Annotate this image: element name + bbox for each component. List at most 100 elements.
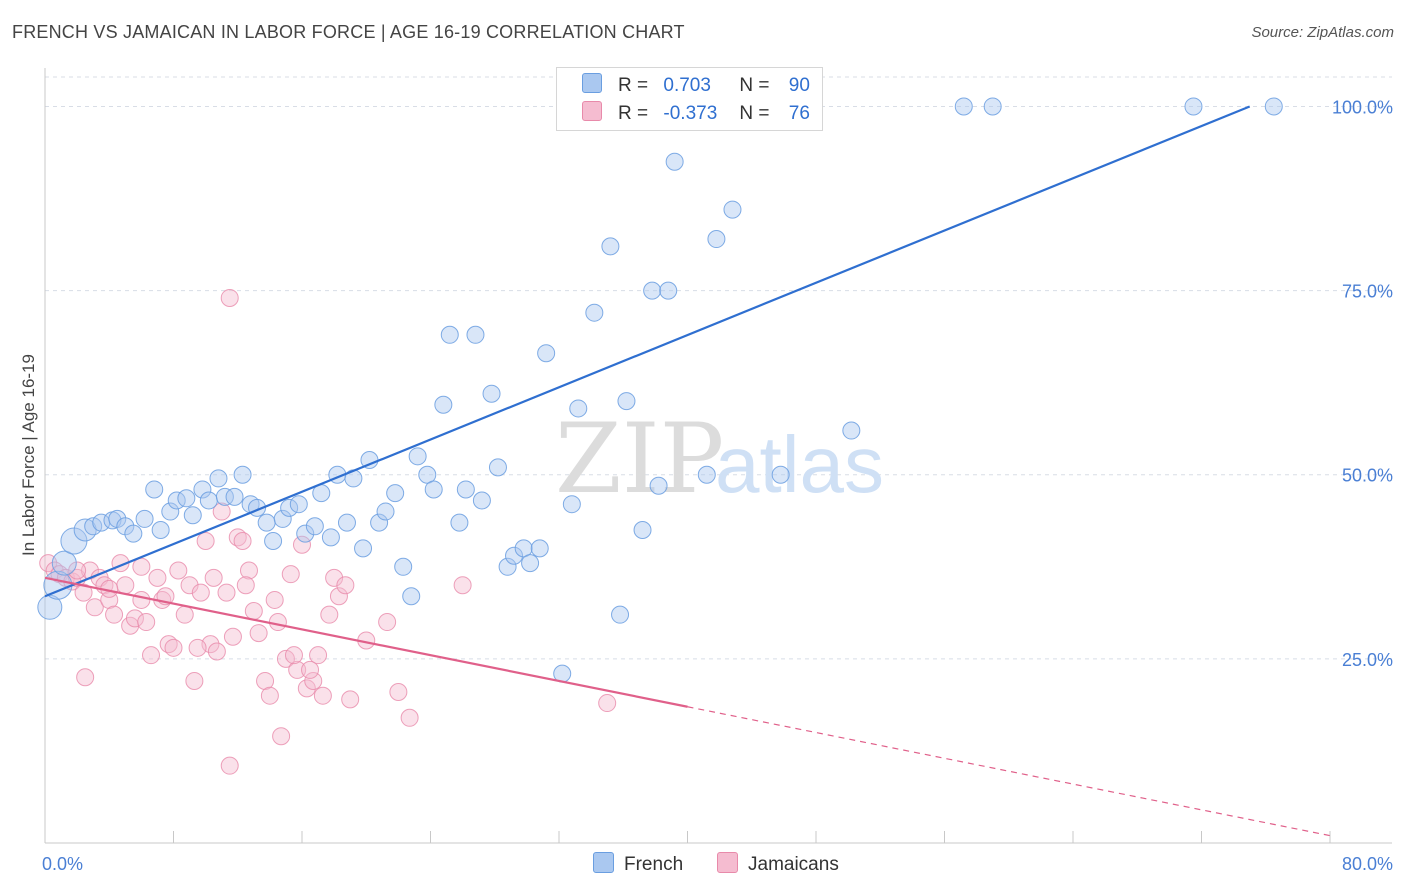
french-point [289, 495, 308, 514]
french-point [488, 458, 507, 477]
jamaican-point [249, 624, 268, 643]
french-point [472, 491, 491, 510]
french-point [530, 539, 549, 558]
jamaican-point [132, 590, 151, 609]
x-tick-label: 80.0% [1342, 854, 1393, 874]
jamaican-point [116, 576, 135, 595]
axes [44, 68, 1392, 844]
french-point [434, 395, 453, 414]
jamaican-point [260, 686, 279, 705]
french-point [215, 487, 234, 506]
jamaican-point [389, 683, 408, 702]
jamaican-point [39, 554, 58, 573]
jamaican-point [228, 528, 247, 547]
jamaican-point [204, 568, 223, 587]
jamaican-point [453, 576, 472, 595]
jamaican-point [76, 668, 95, 687]
jamaican-point [169, 561, 188, 580]
x-tick-labels: 0.0% 80.0% [42, 854, 1393, 874]
bottom-legend-french[interactable]: French [593, 852, 683, 876]
jamaican-point [313, 686, 332, 705]
french-point [124, 524, 143, 543]
french-point [1184, 97, 1203, 116]
french-point [659, 281, 678, 300]
french-point [440, 325, 459, 344]
jamaican-point [244, 601, 263, 620]
french-legend-swatch [593, 852, 614, 873]
jamaican-point [301, 660, 320, 679]
jamaican-point [164, 638, 183, 657]
jamaican-point [74, 583, 93, 602]
french-point [1264, 97, 1283, 116]
french-point [183, 506, 202, 525]
jamaican-point [137, 613, 156, 632]
french-swatch [582, 73, 602, 93]
legend-r-label: R = [618, 103, 649, 124]
jamaican-points [39, 288, 617, 775]
french-point [376, 502, 395, 521]
french-trendline [44, 105, 1251, 598]
jamaican-point [105, 605, 124, 624]
french-point [521, 554, 540, 573]
watermark-zip: ZIP [555, 403, 724, 515]
watermark-atlas: atlas [715, 420, 884, 509]
jamaican-point [304, 671, 323, 690]
jamaican-swatch [582, 101, 602, 121]
french-point [273, 509, 292, 528]
jamaican-point [180, 576, 199, 595]
jamaican-point [281, 565, 300, 584]
french-point [617, 392, 636, 411]
french-point [505, 546, 524, 565]
jamaican-legend-swatch [717, 852, 738, 873]
french-point [51, 550, 77, 576]
french-point [723, 200, 742, 219]
legend-row-jamaican: R = -0.373 N = 76 [582, 101, 810, 129]
y-axis-label: In Labor Force | Age 16-19 [19, 354, 38, 556]
french-point [296, 524, 315, 543]
jamaican-point [207, 642, 226, 661]
french-point [601, 237, 620, 256]
jamaican-point [191, 583, 210, 602]
jamaican-point [336, 576, 355, 595]
french-point [321, 528, 340, 547]
legend-r-value-french: 0.703 [663, 75, 711, 96]
french-point [562, 495, 581, 514]
jamaican-point [185, 671, 204, 690]
bottom-legend-jamaicans[interactable]: Jamaicans [717, 852, 839, 876]
jamaican-point [223, 627, 242, 646]
french-point [611, 605, 630, 624]
jamaican-trendline [44, 576, 688, 708]
jamaican-point [320, 605, 339, 624]
french-point [337, 513, 356, 532]
french-point [408, 447, 427, 466]
french-point [707, 230, 726, 249]
french-point [135, 509, 154, 528]
legend-n-label: N = [739, 103, 770, 124]
french-point [482, 384, 501, 403]
french-point [257, 513, 276, 532]
jamaican-point [220, 756, 239, 775]
french-point [456, 480, 475, 499]
jamaican-point [175, 605, 194, 624]
jamaican-point [212, 502, 231, 521]
french-point [386, 484, 405, 503]
watermark: ZIP atlas [555, 403, 884, 515]
french-point [954, 97, 973, 116]
jamaican-point [400, 708, 419, 727]
french-point [280, 498, 299, 517]
jamaican-point [293, 535, 311, 554]
french-point [370, 513, 389, 532]
french-point [569, 399, 588, 418]
y-tick-label: 50.0% [1342, 466, 1393, 486]
french-point [643, 281, 662, 300]
french-legend-label: French [624, 854, 684, 875]
jamaican-point [309, 646, 328, 665]
french-point [424, 480, 443, 499]
french-point [466, 325, 485, 344]
jamaican-point [142, 646, 161, 665]
french-point [193, 480, 212, 499]
y-tick-label: 75.0% [1342, 282, 1393, 302]
y-tick-labels: 25.0% 50.0% 75.0% 100.0% [1332, 97, 1393, 669]
jamaican-point [85, 598, 104, 617]
jamaican-point [256, 671, 275, 690]
